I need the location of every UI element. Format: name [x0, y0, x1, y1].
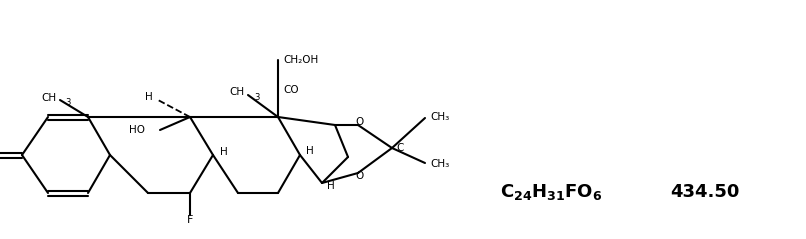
Text: $\mathbf{C_{24}H_{31}FO_{6}}$: $\mathbf{C_{24}H_{31}FO_{6}}$ [500, 182, 603, 202]
Text: 3: 3 [65, 98, 70, 107]
Text: CH₃: CH₃ [430, 159, 449, 169]
Text: CO: CO [283, 85, 299, 95]
Text: O: O [355, 171, 364, 181]
Text: C: C [396, 143, 403, 153]
Text: F: F [187, 215, 193, 225]
Text: CH: CH [230, 87, 245, 97]
Text: O: O [355, 117, 364, 127]
Text: H: H [220, 147, 228, 157]
Text: H: H [145, 92, 153, 102]
Text: CH: CH [41, 93, 56, 103]
Text: CH₃: CH₃ [430, 112, 449, 122]
Text: 434.50: 434.50 [670, 183, 739, 201]
Text: HO: HO [129, 125, 145, 135]
Text: CH₂OH: CH₂OH [283, 55, 318, 65]
Text: 3: 3 [254, 92, 260, 102]
Text: H: H [306, 146, 314, 156]
Text: H: H [327, 181, 334, 191]
